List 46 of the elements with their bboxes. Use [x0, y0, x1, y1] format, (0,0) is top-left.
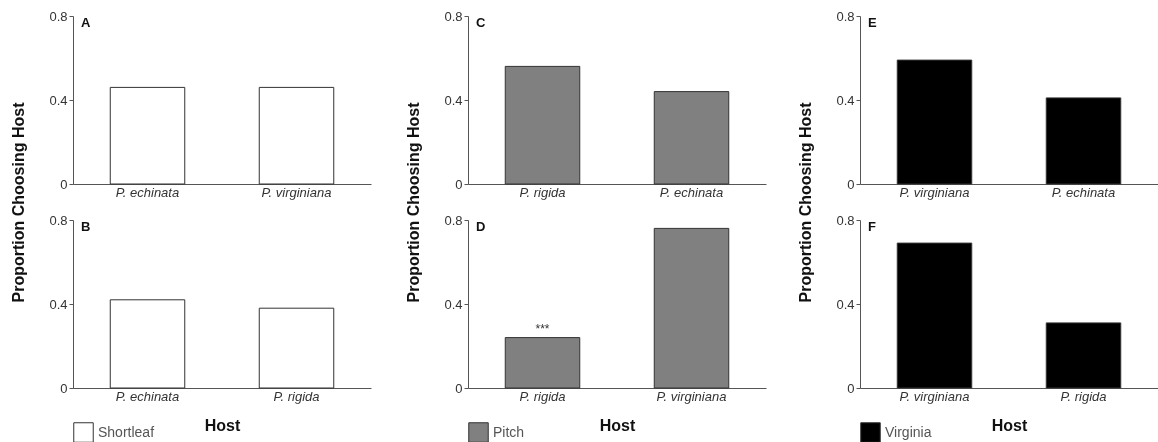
- y-tick-label: 0.8: [836, 212, 855, 228]
- x-tick-label: P. rigida: [519, 388, 566, 404]
- y-tick-label: 0.4: [444, 92, 463, 108]
- x-axis-title: Host: [204, 416, 241, 434]
- legend-label: Shortleaf: [98, 423, 155, 440]
- y-tick-label: 0.4: [836, 296, 855, 312]
- x-tick-label: P. virginiana: [261, 184, 332, 200]
- x-tick-label: P. rigida: [273, 388, 320, 404]
- y-axis-title: Proportion Choosing Host: [405, 101, 423, 303]
- y-tick-label: 0.8: [836, 8, 855, 24]
- x-tick-label: P. echinata: [115, 184, 180, 200]
- x-tick-label: P. virginiana: [899, 388, 970, 404]
- y-tick-label: 0.8: [444, 212, 463, 228]
- y-tick-label: 0.4: [444, 296, 463, 312]
- annotation: ***: [535, 321, 550, 336]
- y-tick-label: 0.4: [49, 296, 68, 312]
- x-tick-label: P. echinata: [659, 184, 724, 200]
- x-tick-label: P. rigida: [1060, 388, 1107, 404]
- y-tick-label: 0.4: [49, 92, 68, 108]
- y-tick-label: 0.8: [49, 212, 68, 228]
- y-tick-label: 0: [455, 176, 463, 192]
- y-tick-label: 0: [847, 176, 855, 192]
- x-tick-label: P. rigida: [519, 184, 566, 200]
- chart-title: D: [476, 219, 486, 234]
- y-tick-label: 0.8: [444, 8, 463, 24]
- x-tick-label: P. virginiana: [899, 184, 970, 200]
- x-tick-label: P. echinata: [1051, 184, 1116, 200]
- chart-title: B: [81, 219, 91, 234]
- y-tick-label: 0: [60, 176, 68, 192]
- y-axis-title: Proportion Choosing Host: [10, 101, 28, 303]
- y-tick-label: 0: [455, 380, 463, 396]
- x-axis-title: Host: [599, 416, 636, 434]
- x-tick-label: P. virginiana: [656, 388, 727, 404]
- y-axis-title: Proportion Choosing Host: [797, 101, 815, 303]
- legend-label: Virginia: [885, 423, 932, 440]
- y-tick-label: 0: [847, 380, 855, 396]
- y-tick-label: 0.4: [836, 92, 855, 108]
- chart-title: C: [476, 15, 486, 30]
- y-tick-label: 0.8: [49, 8, 68, 24]
- chart-title: E: [868, 15, 877, 30]
- chart-title: A: [81, 15, 91, 30]
- x-axis-title: Host: [991, 416, 1028, 434]
- x-tick-label: P. echinata: [115, 388, 180, 404]
- legend-label: Pitch: [493, 423, 525, 440]
- y-tick-label: 0: [60, 380, 68, 396]
- chart-title: F: [868, 219, 876, 234]
